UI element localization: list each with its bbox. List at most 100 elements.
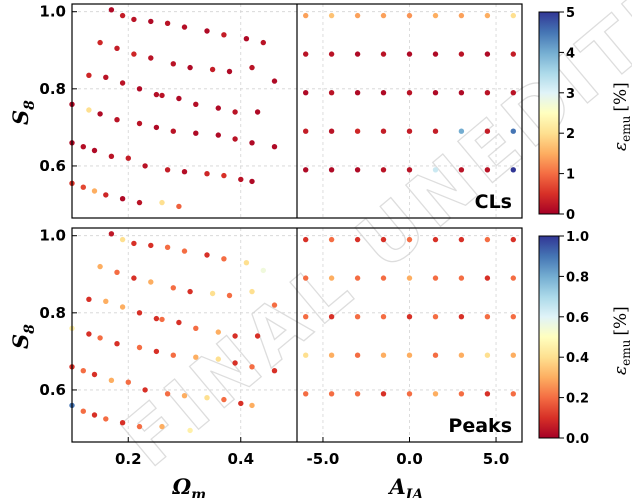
point-right-1-4 [406,51,413,57]
point-left-18 [249,64,255,71]
point-left-17 [226,292,233,299]
ylabel: S8 [8,324,38,349]
point-left-45 [91,147,98,154]
ylabel-sub: 8 [22,100,38,110]
point-right-1-0 [303,51,309,57]
point-right-1-0 [303,275,309,281]
point-left-5 [181,248,188,254]
point-left-5 [181,24,188,30]
point-left-40 [232,360,238,366]
point-right-1-8 [510,51,516,57]
point-left-48 [142,163,148,169]
point-left-24 [153,315,160,322]
point-left-3 [148,18,154,25]
point-right-2-1 [328,90,335,96]
point-right-1-5 [432,51,439,57]
point-left-0 [108,231,115,237]
point-left-9 [260,267,266,274]
point-left-34 [114,117,120,123]
xlabel-left: Ωm [172,474,207,498]
point-left-7 [221,256,227,262]
panel-label-peaks: Peaks [448,415,512,437]
point-right-4-0 [303,167,309,173]
xlabel-right: AIA [388,474,424,498]
xlabel-right-sub: IA [405,487,424,498]
point-left-19 [271,302,278,308]
point-left-53 [238,176,244,183]
colorbar-tick-label: 4 [566,46,575,61]
point-right-3-1 [328,128,335,134]
point-left-56 [80,184,87,190]
point-right-1-8 [510,275,516,281]
point-right-4-3 [380,167,387,173]
point-right-2-6 [458,314,465,320]
point-right-0-2 [354,12,361,19]
point-right-0-0 [303,12,309,19]
point-left-12 [131,51,137,57]
point-left-48 [142,387,148,393]
point-left-32 [86,331,92,337]
point-right-1-7 [484,51,491,57]
point-left-30 [254,109,261,115]
point-right-4-6 [458,167,465,173]
point-left-60 [136,423,143,430]
point-left-57 [91,188,98,194]
point-right-0-1 [328,236,335,243]
ytick-label: 0.8 [39,304,66,322]
point-right-2-8 [510,314,516,320]
point-left-4 [164,20,171,26]
point-left-60 [136,199,143,206]
point-right-0-4 [406,236,413,243]
colorbar [538,235,560,439]
xtick-label-right: -5.0 [307,450,340,468]
point-right-1-3 [380,51,387,57]
colorbar-tick-label: 5 [566,6,575,21]
point-left-15 [187,64,193,71]
point-right-4-2 [354,167,361,173]
point-right-0-1 [328,12,335,19]
colorbar-label-main: ε [611,142,631,151]
point-left-10 [97,39,103,46]
point-right-0-3 [380,236,387,243]
colorbar-tick-label: 0.4 [566,351,589,366]
colorbar-tick-label: 0.8 [566,270,589,285]
point-left-57 [91,412,98,418]
point-left-8 [243,260,250,266]
point-left-50 [181,169,188,175]
point-right-1-7 [484,275,491,281]
point-left-20 [86,296,92,302]
point-right-1-6 [458,275,465,281]
point-right-3-4 [406,352,413,358]
point-left-22 [119,304,126,310]
ylabel: S8 [8,100,38,125]
point-left-4 [164,244,171,250]
point-right-4-7 [484,391,491,397]
point-right-2-5 [432,314,439,320]
point-left-15 [187,288,193,295]
point-right-3-2 [354,352,361,358]
point-right-0-6 [458,236,465,243]
xtick-label-right: 5.0 [483,450,510,468]
colorbar-tick-label: 1 [566,168,575,183]
point-left-24 [153,91,160,98]
point-left-36 [153,124,160,131]
point-left-14 [170,285,176,291]
point-right-0-5 [432,12,439,19]
colorbar-label-sub: emu [619,115,632,141]
point-right-0-6 [458,12,465,19]
point-right-2-3 [380,90,387,96]
point-right-3-0 [303,128,309,134]
xtick-label-left: 0.4 [227,450,254,468]
point-left-2 [131,16,137,23]
point-right-2-0 [303,314,309,320]
point-left-34 [114,341,120,347]
point-left-54 [249,178,255,185]
xtick-label-left: 0.2 [115,450,142,468]
point-right-0-2 [354,236,361,243]
point-left-54 [249,402,255,409]
point-right-0-8 [510,236,516,243]
ytick-label: 0.6 [39,157,66,175]
ytick-label: 1.0 [39,3,66,21]
point-right-2-0 [303,90,309,96]
